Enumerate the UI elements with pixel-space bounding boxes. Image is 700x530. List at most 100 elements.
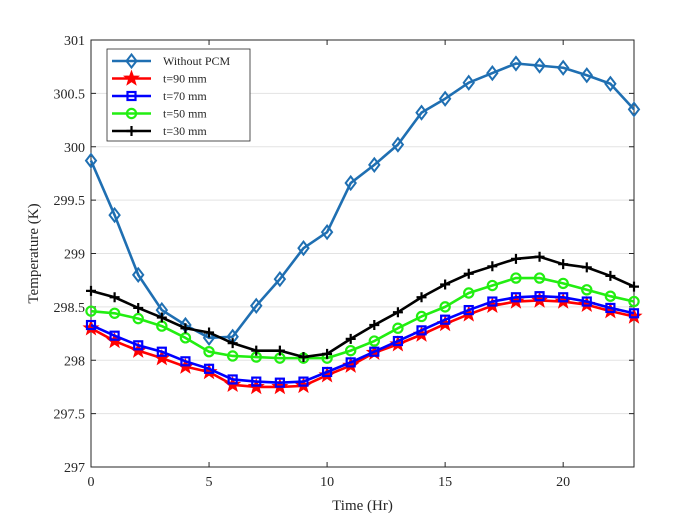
y-tick-label: 300.5 — [54, 87, 86, 102]
x-axis-title: Time (Hr) — [332, 498, 393, 514]
x-tick-label: 10 — [320, 475, 334, 490]
data-point — [298, 352, 309, 363]
data-point — [534, 291, 545, 302]
legend-label: t=30 mm — [163, 124, 207, 138]
series-4 — [86, 251, 639, 363]
data-point — [133, 340, 144, 351]
data-point — [344, 344, 357, 357]
data-point — [415, 310, 428, 323]
data-point — [204, 327, 215, 338]
series-2 — [85, 291, 640, 388]
legend-entry: t=90 mm — [112, 69, 207, 86]
data-point — [440, 279, 451, 290]
legend-entry: t=70 mm — [112, 89, 207, 103]
legend-marker — [122, 69, 141, 86]
data-point — [108, 206, 121, 224]
y-tick-label: 298.5 — [54, 301, 86, 316]
y-tick-label: 299.5 — [54, 194, 86, 209]
data-point — [534, 251, 545, 262]
data-point — [581, 262, 592, 273]
data-point — [486, 279, 499, 292]
data-point — [180, 356, 191, 367]
data-point — [273, 270, 287, 288]
series-group — [82, 55, 643, 395]
data-point — [628, 295, 640, 308]
data-point — [486, 64, 499, 82]
x-tick-label: 5 — [206, 475, 213, 490]
legend-marker — [125, 52, 138, 70]
y-axis-title: Temperature (K) — [26, 203, 42, 303]
data-point — [581, 284, 593, 296]
data-point — [558, 292, 569, 303]
data-point — [627, 101, 641, 118]
data-point — [463, 268, 474, 279]
legend-marker — [125, 107, 138, 120]
data-point — [251, 345, 262, 356]
data-point — [604, 290, 617, 302]
data-point — [416, 292, 427, 303]
data-point — [557, 277, 569, 290]
data-point — [227, 374, 238, 385]
x-tick-label: 20 — [556, 475, 570, 490]
y-tick-label: 301 — [64, 34, 85, 49]
data-point — [440, 314, 451, 325]
legend-entry: t=50 mm — [112, 107, 207, 121]
legend-label: t=90 mm — [163, 72, 207, 86]
data-point — [109, 330, 120, 341]
x-tick-label: 15 — [438, 475, 452, 490]
data-point — [320, 224, 334, 241]
data-point — [392, 307, 403, 318]
series-0 — [84, 55, 641, 346]
data-point — [533, 57, 546, 74]
data-point — [369, 346, 380, 357]
data-point — [369, 320, 380, 331]
data-point — [274, 345, 285, 356]
data-point — [415, 104, 428, 121]
legend-marker — [126, 126, 137, 136]
data-point — [84, 152, 98, 169]
data-point — [179, 332, 192, 344]
data-point — [605, 302, 616, 314]
data-point — [227, 338, 238, 349]
data-point — [487, 296, 498, 307]
data-point — [82, 319, 100, 336]
data-point — [345, 357, 356, 368]
data-point — [298, 376, 309, 387]
data-point — [156, 312, 167, 323]
legend: Without PCM t=90 mm t=70 mm t=50 mm t=30 mm — [106, 48, 251, 142]
data-point — [368, 156, 381, 174]
data-point — [580, 67, 594, 84]
data-point — [533, 272, 546, 284]
data-point — [251, 376, 262, 387]
data-point — [226, 350, 239, 362]
data-point — [463, 304, 474, 316]
data-point — [392, 322, 404, 334]
data-point — [628, 308, 640, 319]
data-point — [509, 55, 523, 72]
legend-label: t=70 mm — [163, 89, 207, 103]
data-point — [438, 90, 452, 107]
data-point — [133, 302, 144, 313]
y-tick-label: 297.5 — [54, 408, 86, 423]
data-point — [462, 74, 476, 91]
y-tick-label: 297 — [64, 461, 85, 476]
data-point — [345, 333, 356, 344]
data-point — [391, 136, 405, 153]
data-point — [321, 366, 333, 378]
data-point — [581, 296, 592, 307]
data-point — [510, 253, 521, 264]
data-point — [108, 307, 121, 319]
data-point — [605, 270, 616, 281]
data-point — [558, 259, 569, 270]
data-point — [487, 261, 498, 272]
y-tick-label: 298 — [64, 354, 85, 369]
data-point — [439, 301, 451, 313]
y-tick-label: 299 — [64, 248, 85, 263]
data-point — [85, 319, 97, 331]
data-point — [416, 325, 427, 336]
legend-marker — [126, 90, 137, 102]
data-point — [202, 329, 216, 346]
data-point — [180, 323, 191, 334]
